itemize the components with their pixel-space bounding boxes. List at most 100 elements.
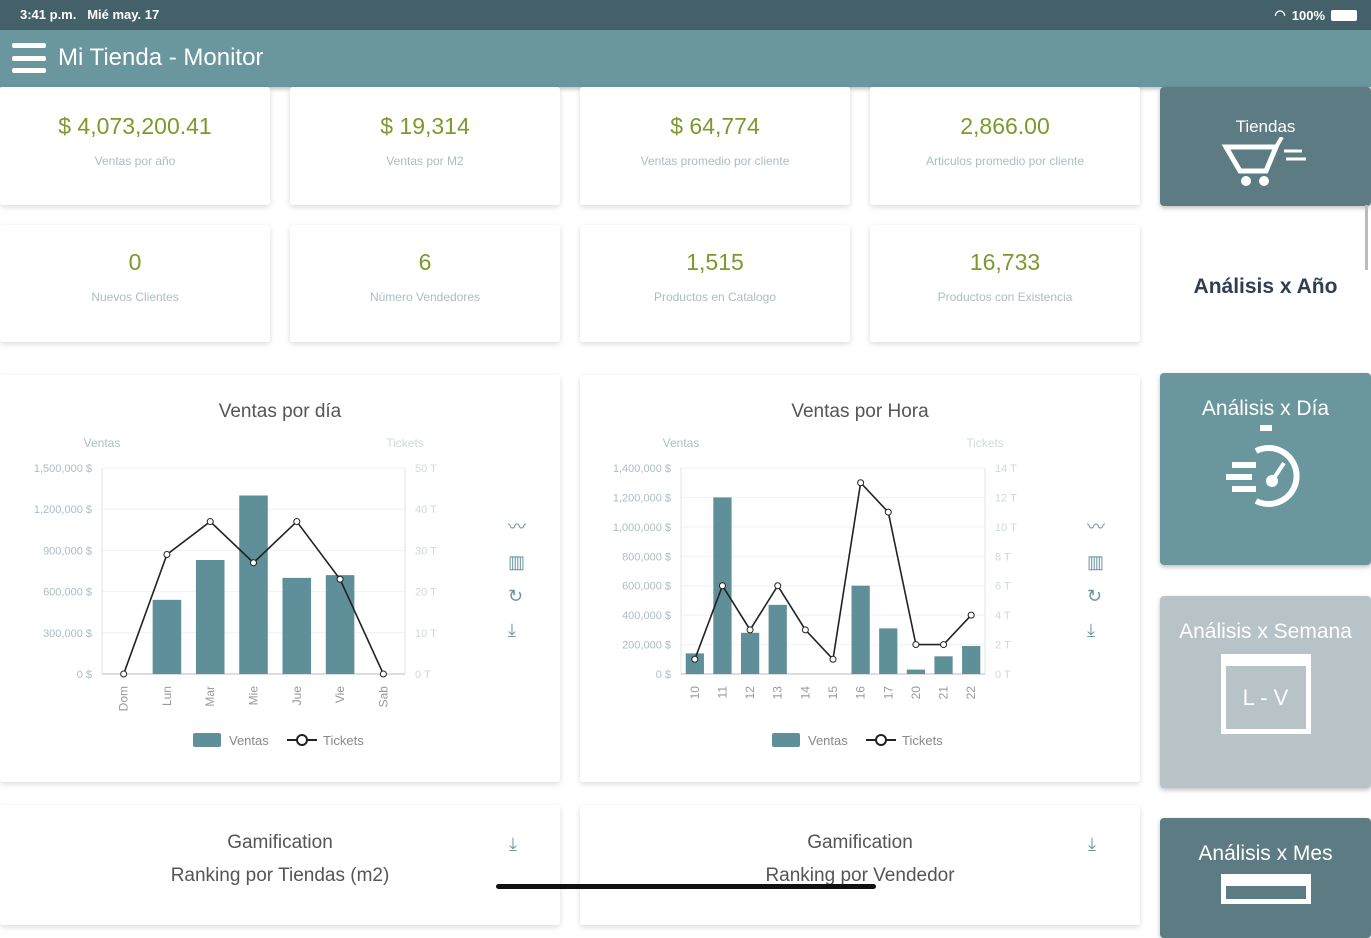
x-tick-label: 16 — [854, 686, 868, 700]
kpi-label: Articulos promedio por cliente — [925, 154, 1085, 168]
legend-label-ventas: Ventas — [229, 733, 269, 748]
y2-tick-label: 0 T — [415, 669, 431, 681]
y2-axis-label: Tickets — [386, 436, 424, 450]
x-tick-label: Mie — [247, 686, 261, 706]
y2-tick-label: 12 T — [995, 492, 1017, 504]
kpi-card: 2,866.00 Articulos promedio por cliente — [870, 87, 1140, 205]
legend-swatch-ventas — [193, 733, 221, 747]
kpi-card: 6 Número Vendedores — [290, 225, 560, 342]
kpi-card: $ 19,314 Ventas por M2 — [290, 87, 560, 205]
refresh-icon[interactable]: ↻ — [508, 586, 524, 606]
bar — [879, 628, 898, 674]
kpi-value: $ 4,073,200.41 — [58, 113, 212, 139]
kpi-label: Número Vendedores — [369, 290, 481, 304]
x-tick-label: 11 — [715, 686, 729, 699]
bar — [962, 646, 981, 674]
download-icon[interactable]: ⤓ — [508, 620, 516, 640]
y-axis-label: Ventas — [663, 436, 700, 450]
bar — [239, 495, 268, 674]
line-chart-icon[interactable]: 〰 — [508, 517, 526, 537]
battery-percent: 100% — [1291, 7, 1325, 23]
bar-chart-icon[interactable]: ▥ — [1087, 552, 1105, 572]
chart-ventas-dia: Ventas Tickets 0 $ 0 T 300,000 $ 10 T 600,000 … — [34, 436, 437, 748]
app-header: Mi Tienda - Monitor — [0, 30, 1371, 87]
status-time: 3:41 p.m. — [20, 7, 77, 22]
battery-icon — [1331, 9, 1357, 21]
download-icon[interactable]: ⤓ — [1088, 834, 1096, 854]
analisis-dia-label: Análisis x Día — [1201, 397, 1330, 420]
bar — [906, 669, 926, 674]
tickets-point — [379, 670, 387, 678]
bar-chart-icon[interactable]: ▥ — [508, 552, 526, 572]
tickets-point — [250, 559, 257, 567]
tickets-point — [718, 582, 726, 590]
chart-card-ventas-hora: Ventas por Hora Ventas Tickets 0 $ 0 T 200,0… — [580, 375, 1140, 782]
y2-tick-label: 8 T — [995, 551, 1011, 563]
gamification-tiendas: Gamification Ranking por Tiendas (m2) — [0, 826, 560, 892]
y-tick-label: 900,000 $ — [43, 545, 92, 557]
tickets-point — [293, 518, 301, 526]
x-tick-label: 20 — [909, 686, 923, 700]
chart-title: Ventas por día — [218, 401, 342, 422]
y-tick-label: 1,200,000 $ — [613, 492, 671, 504]
y-tick-label: 1,500,000 $ — [34, 463, 92, 475]
kpi-card: 1,515 Productos en Catalogo — [580, 225, 850, 342]
hamburger-menu-icon[interactable] — [12, 43, 46, 73]
app-title: Mi Tienda - Monitor — [58, 44, 264, 71]
download-icon[interactable]: ⤓ — [509, 834, 517, 854]
tickets-point — [801, 626, 809, 634]
tickets-line — [694, 480, 972, 662]
y-tick-label: 1,400,000 $ — [613, 463, 671, 475]
tickets-point — [857, 479, 865, 487]
kpi-value: $ 64,774 — [670, 113, 760, 139]
kpi-label: Ventas por año — [94, 154, 176, 168]
y2-tick-label: 30 T — [415, 545, 437, 557]
scrollbar[interactable] — [1365, 205, 1368, 270]
kpi-value: 0 — [128, 249, 142, 275]
gamification-title: Gamification — [227, 832, 333, 853]
tickets-point — [774, 582, 782, 590]
gamification-title: Gamification — [807, 832, 913, 853]
refresh-icon[interactable]: ↻ — [1087, 586, 1103, 606]
home-indicator[interactable] — [496, 884, 876, 889]
stopwatch-icon — [1225, 425, 1300, 507]
bar — [768, 604, 787, 674]
kpi-label: Ventas promedio por cliente — [640, 154, 790, 168]
legend-marker-tickets — [875, 734, 887, 746]
legend-label-tickets: Tickets — [323, 733, 364, 748]
y-tick-label: 600,000 $ — [43, 587, 92, 599]
y-tick-label: 1,000,000 $ — [613, 522, 671, 534]
tickets-point — [336, 575, 344, 583]
download-icon[interactable]: ⤓ — [1087, 620, 1095, 640]
legend-swatch-ventas — [772, 733, 800, 747]
kpi-label: Productos con Existencia — [937, 290, 1073, 304]
analisis-semana-label: Análisis x Semana — [1179, 620, 1352, 643]
status-bar: 3:41 p.m. Mié may. 17 ◠ 100% — [0, 0, 1371, 30]
kpi-card: $ 4,073,200.41 Ventas por año — [0, 87, 270, 205]
analisis-anio-label[interactable]: Análisis x Año — [1193, 275, 1338, 298]
gamification-vendedor: Gamification Ranking por Vendedor — [580, 826, 1140, 892]
legend-marker-tickets — [296, 734, 308, 746]
analisis-dia-button[interactable]: Análisis x Día — [1160, 373, 1371, 565]
y-tick-label: 0 $ — [77, 669, 92, 681]
chart-tools: 〰 ▥ ↻ ⤓ — [1087, 513, 1105, 641]
y2-tick-label: 4 T — [995, 610, 1011, 622]
kpi-value: 2,866.00 — [960, 113, 1050, 139]
bar — [740, 632, 760, 674]
kpi-card: 16,733 Productos con Existencia — [870, 225, 1140, 342]
y-tick-label: 200,000 $ — [622, 640, 671, 652]
legend-label-ventas: Ventas — [808, 733, 848, 748]
kpi-label: Ventas por M2 — [386, 154, 464, 168]
y2-tick-label: 20 T — [415, 587, 437, 599]
status-time-date: 3:41 p.m. Mié may. 17 — [20, 7, 159, 22]
analisis-mes-button[interactable]: Análisis x Mes — [1160, 818, 1371, 938]
x-tick-label: 14 — [798, 686, 812, 700]
tiendas-button[interactable]: Tiendas — [1160, 87, 1371, 206]
x-tick-label: Vie — [333, 686, 347, 703]
kpi-card: 0 Nuevos Clientes — [0, 225, 270, 342]
y2-tick-label: 10 T — [415, 628, 437, 640]
line-chart-icon[interactable]: 〰 — [1087, 517, 1105, 537]
y-tick-label: 800,000 $ — [622, 551, 671, 563]
y2-tick-label: 14 T — [995, 463, 1017, 475]
analisis-semana-button[interactable]: Análisis x Semana L - V — [1160, 596, 1371, 788]
